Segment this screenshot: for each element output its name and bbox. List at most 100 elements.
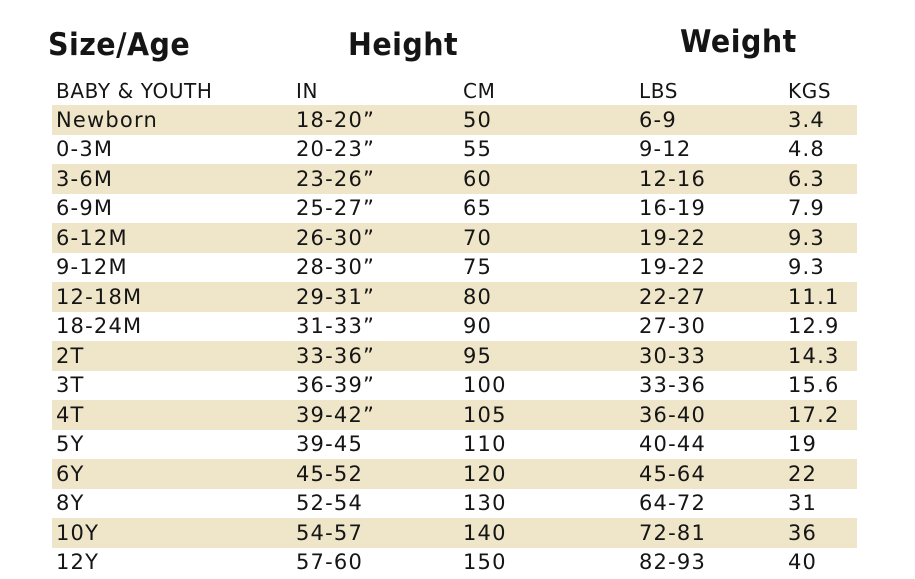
weight-heading: Weight (680, 24, 797, 60)
weight-lbs-cell: 72-81 (639, 520, 707, 545)
weight-kgs-cell: 22 (788, 461, 818, 486)
table-row: 6Y 45-52 120 45-64 22 (0, 459, 915, 489)
weight-kgs-cell: 40 (788, 550, 818, 575)
table-row: 9-12M 28-30” 75 19-22 9.3 (0, 253, 915, 283)
size-cell: 10Y (56, 520, 100, 545)
column-header-size: BABY & YOUTH (56, 78, 213, 103)
weight-kgs-cell: 4.8 (788, 137, 825, 162)
table-body: Newborn 18-20” 50 6-9 3.4 0-3M 20-23” 55 9-12 4.8… (0, 105, 915, 577)
column-header-kgs: KGS (788, 78, 832, 103)
weight-kgs-cell: 6.3 (788, 166, 825, 191)
size-cell: 18-24M (56, 314, 143, 339)
weight-lbs-cell: 30-33 (639, 343, 707, 368)
weight-lbs-cell: 19-22 (639, 225, 707, 250)
size-cell: Newborn (56, 107, 158, 132)
weight-kgs-cell: 19 (788, 432, 818, 457)
column-header-in: IN (296, 78, 319, 103)
weight-lbs-cell: 6-9 (639, 107, 677, 132)
size-cell: 8Y (56, 491, 85, 516)
size-cell: 3T (56, 373, 85, 398)
column-header-cm: CM (463, 78, 496, 103)
table-row: 12-18M 29-31” 80 22-27 11.1 (0, 282, 915, 312)
height-heading: Height (348, 27, 459, 63)
height-cm-cell: 120 (463, 461, 507, 486)
height-cm-cell: 65 (463, 196, 493, 221)
table-row: 18-24M 31-33” 90 27-30 12.9 (0, 312, 915, 342)
table-row: 0-3M 20-23” 55 9-12 4.8 (0, 135, 915, 165)
weight-lbs-cell: 45-64 (639, 461, 707, 486)
height-in-cell: 28-30” (296, 255, 376, 280)
size-cell: 6-9M (56, 196, 114, 221)
size-cell: 3-6M (56, 166, 114, 191)
height-cm-cell: 80 (463, 284, 493, 309)
table-row: 3-6M 23-26” 60 12-16 6.3 (0, 164, 915, 194)
height-in-cell: 26-30” (296, 225, 376, 250)
height-in-cell: 54-57 (296, 520, 364, 545)
table-row: 6-12M 26-30” 70 19-22 9.3 (0, 223, 915, 253)
weight-kgs-cell: 14.3 (788, 343, 840, 368)
size-cell: 6Y (56, 461, 85, 486)
height-cm-cell: 100 (463, 373, 507, 398)
weight-lbs-cell: 64-72 (639, 491, 707, 516)
height-cm-cell: 130 (463, 491, 507, 516)
height-in-cell: 23-26” (296, 166, 376, 191)
size-cell: 12-18M (56, 284, 143, 309)
height-in-cell: 33-36” (296, 343, 376, 368)
weight-lbs-cell: 82-93 (639, 550, 707, 575)
table-row: 6-9M 25-27” 65 16-19 7.9 (0, 194, 915, 224)
table-row: 12Y 57-60 150 82-93 40 (0, 548, 915, 578)
size-cell: 4T (56, 402, 85, 427)
height-cm-cell: 55 (463, 137, 493, 162)
size-cell: 6-12M (56, 225, 128, 250)
height-cm-cell: 50 (463, 107, 493, 132)
size-chart-table: BABY & YOUTH IN CM LBS KGS Newborn 18-20”… (0, 76, 915, 577)
column-header-lbs: LBS (639, 78, 679, 103)
height-cm-cell: 95 (463, 343, 493, 368)
height-in-cell: 36-39” (296, 373, 376, 398)
table-row: 4T 39-42” 105 36-40 17.2 (0, 400, 915, 430)
height-cm-cell: 60 (463, 166, 493, 191)
height-in-cell: 39-42” (296, 402, 376, 427)
weight-kgs-cell: 36 (788, 520, 818, 545)
weight-lbs-cell: 36-40 (639, 402, 707, 427)
height-cm-cell: 90 (463, 314, 493, 339)
height-cm-cell: 105 (463, 402, 507, 427)
height-cm-cell: 140 (463, 520, 507, 545)
height-in-cell: 20-23” (296, 137, 376, 162)
size-age-heading: Size/Age (48, 27, 191, 63)
height-in-cell: 31-33” (296, 314, 376, 339)
table-row: 10Y 54-57 140 72-81 36 (0, 518, 915, 548)
size-cell: 0-3M (56, 137, 114, 162)
table-row: 5Y 39-45 110 40-44 19 (0, 430, 915, 460)
weight-lbs-cell: 16-19 (639, 196, 707, 221)
height-cm-cell: 110 (463, 432, 507, 457)
column-header-row: BABY & YOUTH IN CM LBS KGS (0, 76, 915, 105)
weight-kgs-cell: 11.1 (788, 284, 840, 309)
size-cell: 5Y (56, 432, 85, 457)
table-row: 2T 33-36” 95 30-33 14.3 (0, 341, 915, 371)
height-in-cell: 52-54 (296, 491, 364, 516)
weight-lbs-cell: 40-44 (639, 432, 707, 457)
size-cell: 9-12M (56, 255, 128, 280)
weight-kgs-cell: 3.4 (788, 107, 825, 132)
weight-lbs-cell: 12-16 (639, 166, 707, 191)
height-cm-cell: 75 (463, 255, 493, 280)
size-cell: 2T (56, 343, 85, 368)
weight-kgs-cell: 17.2 (788, 402, 840, 427)
weight-lbs-cell: 27-30 (639, 314, 707, 339)
weight-lbs-cell: 33-36 (639, 373, 707, 398)
height-in-cell: 29-31” (296, 284, 376, 309)
weight-kgs-cell: 9.3 (788, 255, 825, 280)
weight-lbs-cell: 22-27 (639, 284, 707, 309)
weight-lbs-cell: 9-12 (639, 137, 692, 162)
weight-kgs-cell: 7.9 (788, 196, 825, 221)
height-cm-cell: 70 (463, 225, 493, 250)
height-in-cell: 18-20” (296, 107, 376, 132)
weight-kgs-cell: 31 (788, 491, 818, 516)
height-in-cell: 25-27” (296, 196, 376, 221)
weight-kgs-cell: 15.6 (788, 373, 840, 398)
height-in-cell: 39-45 (296, 432, 364, 457)
height-in-cell: 57-60 (296, 550, 364, 575)
table-row: 8Y 52-54 130 64-72 31 (0, 489, 915, 519)
size-cell: 12Y (56, 550, 100, 575)
